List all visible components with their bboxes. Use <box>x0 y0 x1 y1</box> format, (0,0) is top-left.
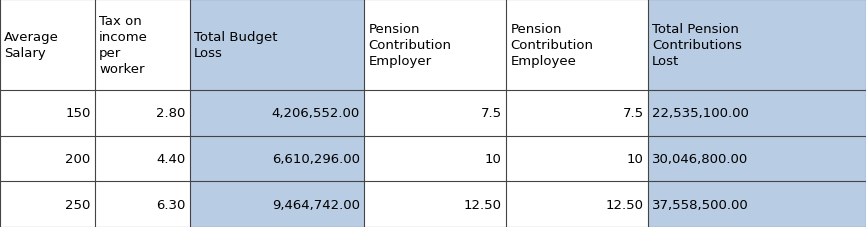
Bar <box>95 91 190 136</box>
Text: 9,464,742.00: 9,464,742.00 <box>272 198 360 211</box>
Text: 7.5: 7.5 <box>481 107 501 120</box>
Bar <box>648 182 866 227</box>
Bar <box>506 91 648 136</box>
Text: 7.5: 7.5 <box>623 107 643 120</box>
Text: 2.80: 2.80 <box>156 107 185 120</box>
Text: 30,046,800.00: 30,046,800.00 <box>652 152 748 165</box>
Bar <box>0 91 95 136</box>
Text: 6.30: 6.30 <box>156 198 185 211</box>
Bar <box>506 0 648 91</box>
Bar <box>0 182 95 227</box>
Bar <box>0 0 95 91</box>
Bar <box>506 136 648 182</box>
Bar <box>365 91 506 136</box>
Bar <box>190 136 365 182</box>
Text: 22,535,100.00: 22,535,100.00 <box>652 107 749 120</box>
Text: 150: 150 <box>65 107 91 120</box>
Bar <box>365 182 506 227</box>
Bar <box>648 0 866 91</box>
Text: 10: 10 <box>485 152 501 165</box>
Text: Total Budget
Loss: Total Budget Loss <box>194 31 278 60</box>
Bar <box>648 91 866 136</box>
Bar <box>190 0 365 91</box>
Text: 12.50: 12.50 <box>605 198 643 211</box>
Text: Tax on
income
per
worker: Tax on income per worker <box>100 15 148 76</box>
Bar <box>190 91 365 136</box>
Bar <box>365 0 506 91</box>
Text: Total Pension
Contributions
Lost: Total Pension Contributions Lost <box>652 23 742 68</box>
Text: 250: 250 <box>65 198 91 211</box>
Text: 4,206,552.00: 4,206,552.00 <box>272 107 360 120</box>
Bar <box>0 136 95 182</box>
Text: Average
Salary: Average Salary <box>4 31 59 60</box>
Text: 6,610,296.00: 6,610,296.00 <box>272 152 360 165</box>
Bar <box>506 182 648 227</box>
Bar <box>365 136 506 182</box>
Bar <box>648 136 866 182</box>
Text: Pension
Contribution
Employer: Pension Contribution Employer <box>369 23 451 68</box>
Bar <box>95 136 190 182</box>
Bar <box>95 0 190 91</box>
Text: 37,558,500.00: 37,558,500.00 <box>652 198 749 211</box>
Text: 10: 10 <box>627 152 643 165</box>
Text: 12.50: 12.50 <box>464 198 501 211</box>
Bar <box>190 182 365 227</box>
Text: Pension
Contribution
Employee: Pension Contribution Employee <box>510 23 593 68</box>
Text: 4.40: 4.40 <box>156 152 185 165</box>
Bar <box>95 182 190 227</box>
Text: 200: 200 <box>65 152 91 165</box>
